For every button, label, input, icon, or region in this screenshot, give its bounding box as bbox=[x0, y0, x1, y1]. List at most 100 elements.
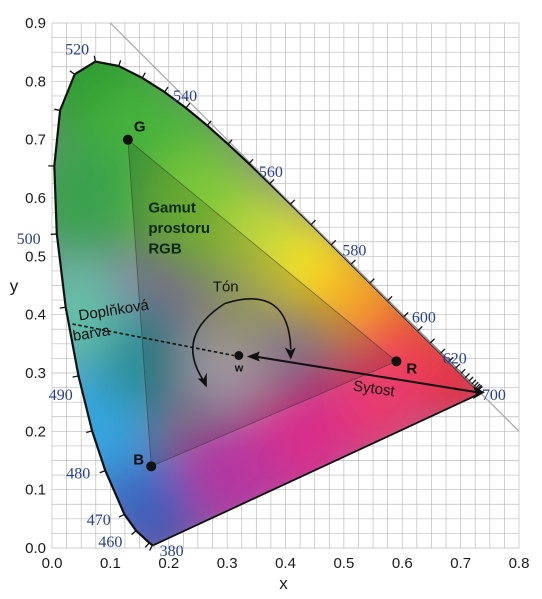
x-axis-label: x bbox=[279, 574, 288, 593]
white-point bbox=[234, 351, 244, 360]
primary-label-green: G bbox=[134, 119, 146, 136]
wavelength-tick bbox=[99, 469, 106, 474]
wavelength-tick bbox=[455, 363, 461, 369]
wavelength-label-580: 580 bbox=[342, 243, 366, 260]
wavelength-ticks bbox=[48, 55, 483, 551]
y-tick-label: 0.3 bbox=[25, 365, 46, 382]
wavelength-tick bbox=[141, 72, 146, 79]
wavelength-tick bbox=[473, 381, 479, 387]
y-tick-labels: 0.0 0.1 0.2 0.3 0.4 0.5 0.6 0.7 0.8 0.9 bbox=[25, 15, 46, 557]
gamut-label-line-1: Gamut bbox=[148, 200, 196, 217]
primary-point-blue bbox=[146, 461, 157, 472]
x-tick-label: 0.3 bbox=[217, 555, 238, 572]
wavelength-label-470: 470 bbox=[87, 512, 111, 529]
gamut-label-line-3: RGB bbox=[148, 240, 182, 257]
line-of-purples bbox=[153, 392, 482, 546]
wavelength-tick bbox=[59, 306, 66, 309]
complementary-label-line-2: barva bbox=[72, 322, 112, 345]
x-tick-label: 0.1 bbox=[100, 555, 121, 572]
primary-label-blue: B bbox=[133, 451, 144, 468]
wavelength-tick bbox=[206, 120, 212, 126]
wavelength-label-500: 500 bbox=[17, 231, 41, 248]
y-tick-label: 0.4 bbox=[25, 307, 46, 324]
wavelength-tick bbox=[149, 544, 153, 551]
wavelength-labels: 380 460 470 480 490 500 520 540 560 580 600 620 700 bbox=[17, 41, 506, 560]
wavelength-tick bbox=[429, 338, 436, 344]
saturation-label: Sytost bbox=[352, 378, 396, 401]
wavelength-label-490: 490 bbox=[49, 387, 73, 404]
wavelength-tick bbox=[448, 356, 454, 362]
x-tick-label: 0.0 bbox=[42, 555, 63, 572]
y-tick-label: 0.7 bbox=[25, 132, 46, 149]
wavelength-tick bbox=[471, 379, 477, 385]
color-blob bbox=[200, 276, 277, 353]
wavelength-tick bbox=[475, 383, 481, 389]
x-tick-labels: 0.0 0.1 0.2 0.3 0.4 0.5 0.6 0.7 0.8 bbox=[42, 555, 530, 572]
y-axis-label: y bbox=[10, 277, 19, 296]
primary-label-red: R bbox=[406, 360, 417, 377]
wavelength-tick bbox=[93, 55, 97, 62]
y-tick-label: 0.6 bbox=[25, 190, 46, 207]
wavelength-tick bbox=[54, 108, 61, 112]
wavelength-tick bbox=[248, 158, 254, 165]
wavelength-tick bbox=[460, 368, 466, 374]
wavelength-tick bbox=[403, 312, 409, 318]
spectral-tangent-line bbox=[109, 22, 520, 432]
gamut-label-line-2: prostoru bbox=[148, 220, 210, 237]
x-tick-label: 0.2 bbox=[158, 555, 179, 572]
wavelength-tick bbox=[164, 86, 169, 93]
hue-label: Tón bbox=[213, 279, 239, 296]
wavelength-label-480: 480 bbox=[66, 465, 90, 482]
color-blob bbox=[54, 138, 142, 258]
white-point-label: w bbox=[234, 363, 244, 375]
wavelength-label-540: 540 bbox=[173, 88, 197, 105]
color-blob bbox=[95, 311, 196, 412]
wavelength-tick bbox=[331, 239, 337, 246]
x-tick-label: 0.4 bbox=[275, 555, 296, 572]
wavelength-tick bbox=[468, 376, 474, 382]
wavelength-label-600: 600 bbox=[412, 310, 436, 327]
hue-arc-arrow-right bbox=[224, 298, 292, 350]
rgb-gamut-triangle bbox=[127, 138, 398, 467]
wavelength-tick bbox=[440, 348, 446, 354]
y-tick-label: 0.5 bbox=[25, 248, 46, 265]
y-tick-label: 0.8 bbox=[25, 73, 46, 90]
wavelength-tick bbox=[310, 219, 316, 225]
hue-arc-arrow-left bbox=[191, 302, 226, 380]
wavelength-tick bbox=[350, 259, 356, 265]
x-tick-label: 0.6 bbox=[392, 555, 413, 572]
y-tick-label: 0.1 bbox=[25, 482, 46, 499]
wavelength-tick bbox=[118, 513, 125, 518]
wavelength-tick bbox=[387, 295, 393, 302]
y-tick-label: 0.9 bbox=[25, 15, 46, 32]
wavelength-tick bbox=[72, 375, 79, 378]
x-tick-label: 0.7 bbox=[450, 555, 471, 572]
wavelength-tick bbox=[69, 70, 76, 75]
x-tick-label: 0.8 bbox=[509, 555, 530, 572]
hue-arrowhead-right bbox=[284, 347, 296, 360]
complementary-color-line bbox=[72, 323, 234, 357]
y-tick-label: 0.2 bbox=[25, 423, 46, 440]
spectral-end-arrowhead bbox=[472, 386, 485, 400]
primary-point-green bbox=[122, 134, 133, 145]
x-tick-label: 0.5 bbox=[333, 555, 354, 572]
primary-point-red bbox=[391, 356, 402, 367]
saturation-arrow bbox=[254, 355, 478, 394]
saturation-arrowhead bbox=[246, 351, 260, 362]
wavelength-tick bbox=[417, 325, 423, 332]
wavelength-tick bbox=[185, 102, 191, 109]
hue-arrowhead-left bbox=[197, 372, 207, 388]
wavelength-tick bbox=[290, 199, 296, 205]
wavelength-label-520: 520 bbox=[65, 41, 89, 58]
wavelength-label-620: 620 bbox=[443, 350, 467, 367]
wavelength-label-460: 460 bbox=[98, 534, 122, 551]
wavelength-tick bbox=[118, 60, 122, 67]
wavelength-tick bbox=[369, 278, 375, 284]
wavelength-tick bbox=[464, 372, 470, 379]
wavelength-tick bbox=[144, 542, 150, 548]
wavelength-label-560: 560 bbox=[259, 164, 283, 181]
wavelength-tick bbox=[86, 430, 93, 434]
wavelength-tick bbox=[227, 139, 233, 145]
wavelength-label-700: 700 bbox=[482, 387, 506, 404]
